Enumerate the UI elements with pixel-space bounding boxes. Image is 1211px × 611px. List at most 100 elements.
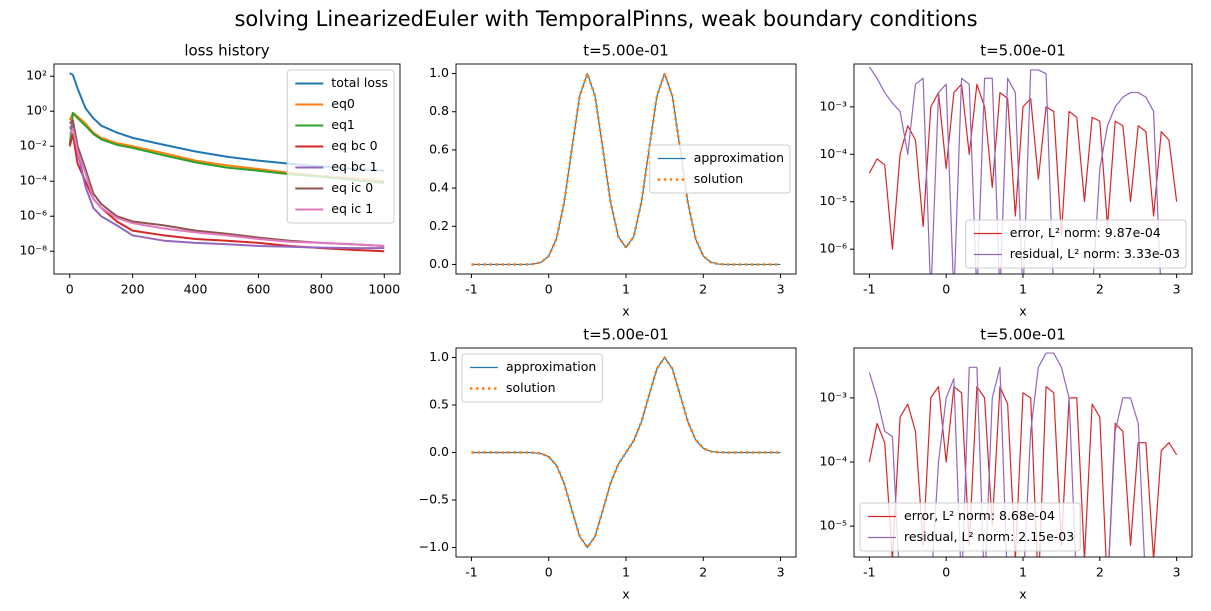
x-tick-label: 0	[942, 282, 950, 297]
legend: error, L² norm: 8.68e-04 residual, L² nor…	[859, 502, 1081, 552]
y-tick-label: 10⁻³	[819, 389, 847, 404]
x-tick-label: 0	[66, 282, 74, 297]
legend: approximation solution	[461, 353, 603, 403]
legend-label: eq bc 1	[331, 159, 377, 174]
x-tick-label: 0	[942, 565, 950, 580]
y-tick-label: 10⁻⁵	[819, 193, 847, 208]
y-tick-label: 10⁻²	[19, 138, 47, 153]
x-tick-label: -1	[863, 282, 875, 297]
y-tick-label: 0.4	[429, 180, 449, 195]
axes-frame	[455, 347, 797, 558]
data-line	[471, 72, 781, 266]
x-tick-label: 1	[1019, 565, 1027, 580]
x-axis-label: x	[1019, 304, 1026, 319]
y-tick-label: 0.8	[429, 103, 449, 118]
legend-label: eq bc 0	[331, 138, 377, 153]
x-tick-label: 2	[1096, 282, 1104, 297]
x-tick-label: 800	[309, 282, 333, 297]
plot-area	[471, 356, 781, 549]
x-tick-label: 600	[247, 282, 271, 297]
data-line	[868, 352, 1145, 557]
data-line	[68, 122, 385, 250]
figure-title: solving LinearizedEuler with TemporalPin…	[234, 7, 977, 31]
x-axis-label: x	[622, 304, 629, 319]
x-tick-label: -1	[465, 565, 477, 580]
axes-frame	[853, 347, 1193, 558]
y-tick-label: 0.0	[429, 256, 449, 271]
y-tick-label: 0.0	[429, 444, 449, 459]
legend-label: eq ic 0	[331, 180, 373, 195]
y-tick-label: 10⁻⁶	[819, 241, 847, 256]
chart-title: t=5.00e-01	[980, 326, 1066, 344]
y-tick-label: 0.5	[429, 397, 449, 412]
legend-label: total loss	[331, 75, 388, 90]
data-line	[471, 356, 781, 549]
legend-label: eq0	[331, 96, 355, 111]
chart-title: t=5.00e-01	[980, 42, 1066, 60]
legend-box	[461, 353, 603, 403]
legend-label: error, L² norm: 9.87e-04	[1010, 225, 1161, 240]
y-tick-label: 1.0	[429, 349, 449, 364]
chart-title: t=5.00e-01	[583, 326, 669, 344]
plot-area	[868, 66, 1178, 274]
y-tick-label: 10⁰	[26, 103, 47, 118]
axes-frame	[853, 63, 1193, 275]
y-tick-label: −1.0	[419, 539, 449, 554]
legend-label: approximation	[694, 150, 784, 165]
x-tick-label: 1	[622, 282, 630, 297]
x-tick-label: -1	[863, 565, 875, 580]
y-tick-label: 0.6	[429, 141, 449, 156]
y-tick-label: 0.2	[429, 218, 449, 233]
legend-label: residual, L² norm: 3.33e-03	[1010, 246, 1180, 261]
plot-area	[471, 72, 781, 266]
legend-label: residual, L² norm: 2.15e-03	[904, 529, 1074, 544]
y-tick-label: 10⁻⁵	[819, 518, 847, 533]
axes-frame	[455, 63, 797, 275]
x-tick-label: 1	[622, 565, 630, 580]
plot-area	[68, 72, 385, 253]
data-line	[68, 127, 385, 247]
x-tick-label: 200	[121, 282, 145, 297]
legend: approximation solution	[649, 144, 791, 194]
x-tick-label: 1000	[368, 282, 400, 297]
legend-label: solution	[506, 380, 556, 395]
x-tick-label: 0	[545, 565, 553, 580]
legend-box	[649, 144, 791, 194]
x-tick-label: -1	[465, 282, 477, 297]
y-tick-label: 10⁻⁴	[819, 146, 847, 161]
legend-box	[965, 219, 1187, 269]
x-tick-label: 3	[777, 565, 785, 580]
x-tick-label: 2	[1096, 565, 1104, 580]
legend-box	[286, 69, 395, 224]
y-tick-label: 10²	[26, 68, 47, 83]
legend-label: approximation	[506, 359, 596, 374]
x-tick-label: 3	[777, 282, 785, 297]
x-tick-label: 2	[699, 565, 707, 580]
legend-label: eq1	[331, 117, 355, 132]
legend: error, L² norm: 9.87e-04 residual, L² nor…	[965, 219, 1187, 269]
chart-title: loss history	[184, 42, 269, 60]
y-tick-label: 10⁻⁶	[19, 208, 47, 223]
axes-frame	[53, 63, 401, 275]
y-tick-label: −0.5	[419, 492, 449, 507]
legend-label: error, L² norm: 8.68e-04	[904, 508, 1055, 523]
y-tick-label: 10⁻⁴	[819, 454, 847, 469]
y-tick-label: 10⁻⁸	[19, 243, 47, 258]
legend-label: eq ic 1	[331, 201, 373, 216]
y-tick-label: 1.0	[429, 65, 449, 80]
x-tick-label: 3	[1173, 565, 1181, 580]
x-tick-label: 2	[699, 282, 707, 297]
legend-label: solution	[694, 171, 744, 186]
y-tick-label: 10⁻³	[819, 98, 847, 113]
x-tick-label: 3	[1173, 282, 1181, 297]
y-tick-label: 10⁻⁴	[19, 173, 47, 188]
data-line	[868, 83, 1178, 250]
chart-title: t=5.00e-01	[583, 42, 669, 60]
data-line	[868, 66, 1161, 274]
legend-box	[859, 502, 1081, 552]
x-axis-label: x	[622, 587, 629, 602]
x-tick-label: 1	[1019, 282, 1027, 297]
x-tick-label: 0	[545, 282, 553, 297]
x-axis-label: x	[1019, 587, 1026, 602]
